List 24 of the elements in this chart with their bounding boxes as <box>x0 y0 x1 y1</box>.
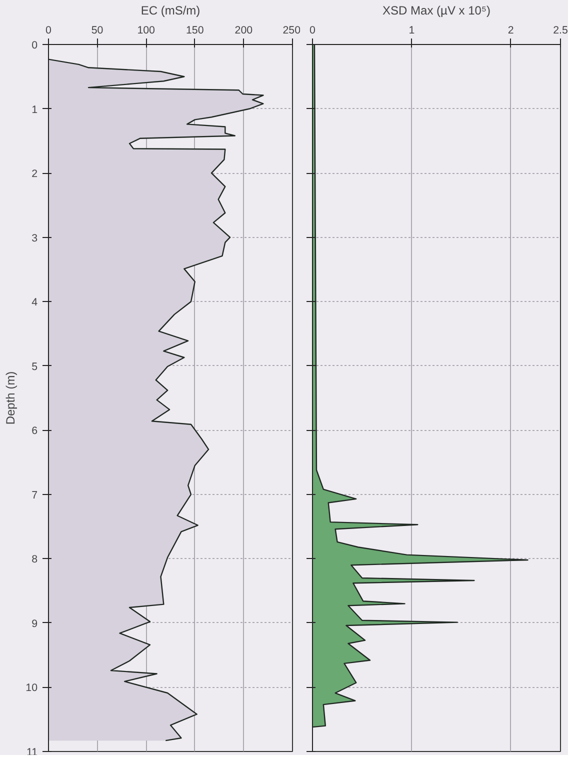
x-axis-title: XSD Max (µV x 10⁵) <box>382 4 490 18</box>
y-axis-title: Depth (m) <box>4 371 18 425</box>
x-axis-title: EC (mS/m) <box>140 4 200 18</box>
y-tick-label: 9 <box>32 618 38 630</box>
y-tick-label: 3 <box>32 232 38 244</box>
y-tick-label: 0 <box>32 40 38 52</box>
x-tick-label: 100 <box>137 24 156 36</box>
y-tick-label: 1 <box>32 104 38 116</box>
y-tick-label: 4 <box>32 296 38 309</box>
x-tick-label: 0 <box>46 24 52 36</box>
y-tick-label: 8 <box>32 554 38 566</box>
x-tick-label: 50 <box>91 24 104 36</box>
y-tick-label: 10 <box>26 682 38 694</box>
y-tick-label: 7 <box>32 489 38 502</box>
y-tick-label: 6 <box>32 425 38 438</box>
x-tick-label: 2.5 <box>553 24 568 36</box>
x-tick-label: 1 <box>408 24 415 36</box>
x-tick-label: 150 <box>186 24 204 36</box>
y-tick-label: 2 <box>32 168 38 180</box>
x-tick-label: 250 <box>282 24 301 36</box>
x-tick-label: 200 <box>234 24 253 36</box>
x-tick-label: 2 <box>508 24 514 36</box>
y-tick-label: 5 <box>32 360 38 373</box>
x-tick-label: 0 <box>310 24 316 36</box>
